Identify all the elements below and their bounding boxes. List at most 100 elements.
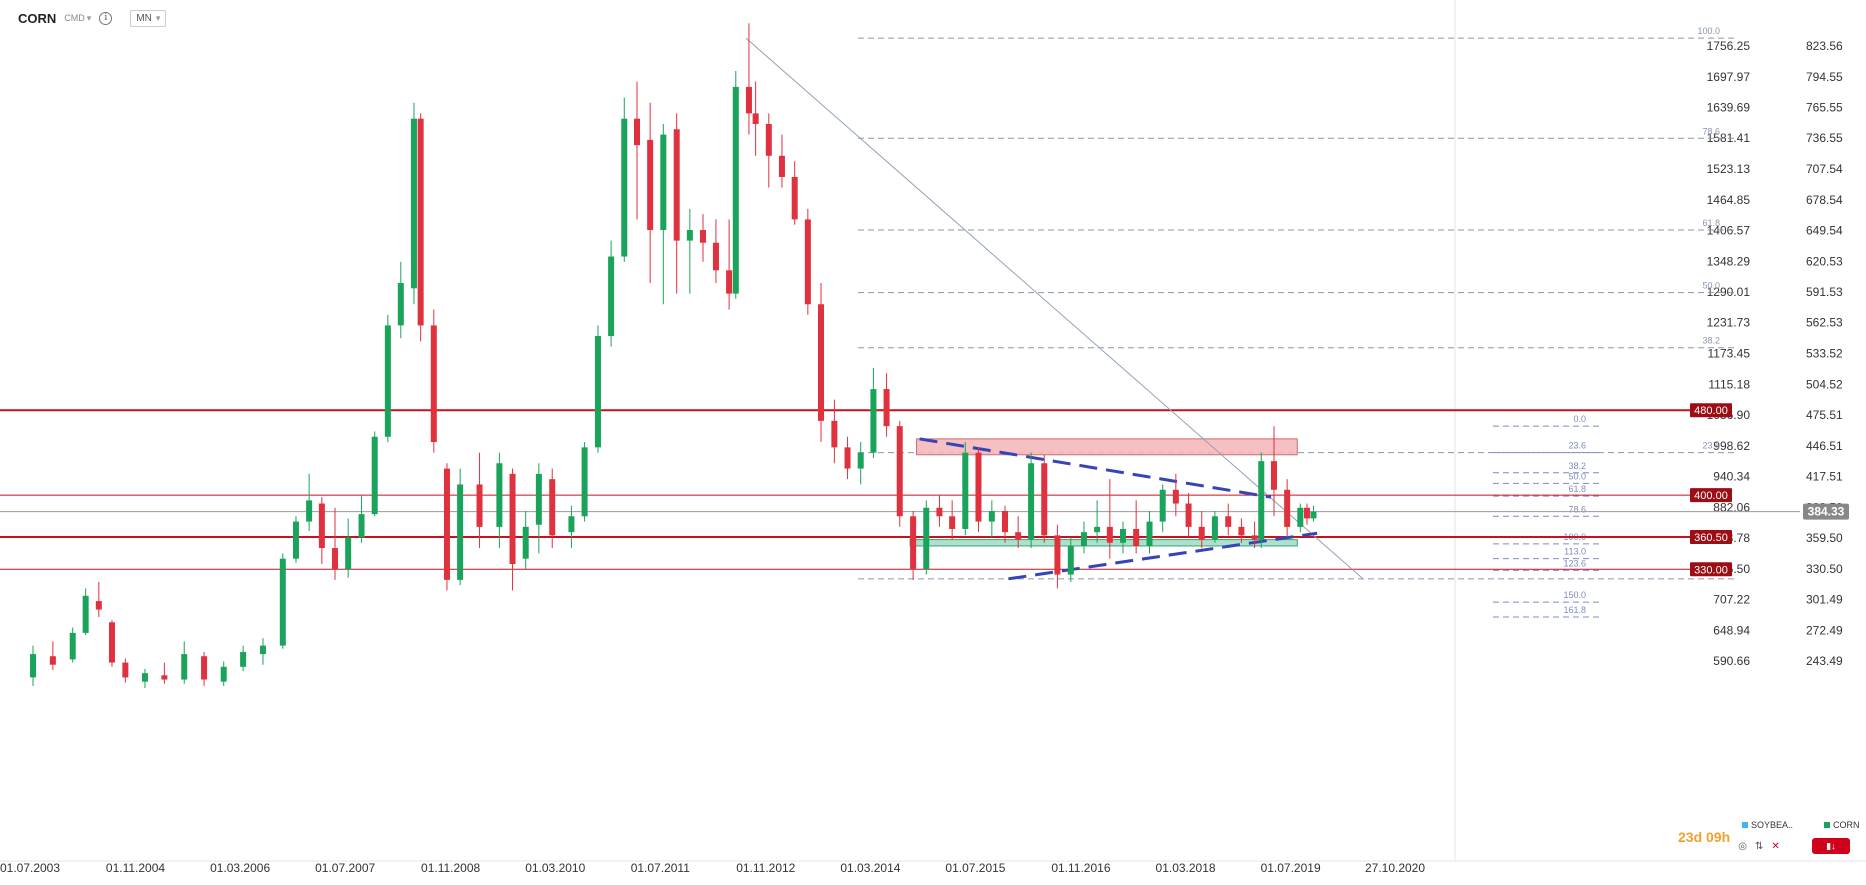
candle-body-down	[201, 656, 208, 680]
price-axis-label-right: 272.49	[1806, 623, 1843, 637]
candle-body-up	[522, 526, 529, 559]
legend-item-soybean[interactable]: SOYBEA..	[1742, 820, 1793, 830]
candle-body-up	[457, 484, 464, 580]
candle-body-down	[318, 503, 325, 549]
instrument-type-label: CMD	[64, 13, 85, 23]
price-axis-label-left: 1115.18	[1708, 377, 1750, 391]
level-badge	[1690, 562, 1732, 577]
level-badge-label: 400.00	[1694, 490, 1728, 502]
candle-body-down	[634, 118, 641, 146]
candle-body-down	[1172, 489, 1179, 504]
current-price-badge	[1803, 503, 1849, 520]
price-axis-label-left: 1639.69	[1707, 101, 1751, 115]
price-axis-label-left: 590.66	[1713, 654, 1750, 668]
price-axis-label-left: 882.06	[1713, 500, 1750, 514]
candle-body-up	[923, 507, 930, 570]
price-axis-label-right: 707.54	[1806, 162, 1843, 176]
time-axis-label: 01.11.2004	[106, 861, 165, 875]
candle-body-up	[220, 666, 227, 682]
chart-legend: SOYBEA.. CORN ◎ ⇅ ✕ ▮↓	[1730, 820, 1866, 860]
series-options-button[interactable]: ▮↓	[1812, 838, 1850, 854]
fib-level-label: 23.6	[1702, 441, 1720, 451]
price-axis-label-right: 330.50	[1806, 562, 1843, 576]
candle-body-up	[69, 632, 76, 660]
candle-body-down	[1002, 510, 1008, 533]
candle-body-down	[910, 516, 917, 570]
candle-body-down	[1198, 526, 1205, 540]
dashed-trendline	[1008, 531, 1318, 581]
candle-body-up	[181, 654, 188, 680]
legend-item-corn[interactable]: CORN	[1824, 820, 1860, 830]
time-axis-label: 01.11.2016	[1051, 861, 1110, 875]
price-axis-label-left: 1231.73	[1707, 316, 1751, 330]
candle-body-up	[1080, 532, 1087, 546]
price-axis-label-right: 562.53	[1806, 316, 1843, 330]
price-axis-label-right: 765.55	[1806, 101, 1843, 115]
candle-body-down	[949, 516, 956, 529]
candle-body-up	[1067, 545, 1074, 575]
caret-down-icon: ▾	[86, 12, 92, 23]
candle-body-up	[594, 336, 601, 448]
candle-body-up	[1211, 516, 1218, 540]
candle-body-up	[732, 86, 739, 294]
candle-body-down	[896, 426, 903, 517]
time-axis-label: 27.10.2020	[1365, 861, 1425, 875]
price-axis-label-right: 736.55	[1806, 131, 1843, 145]
close-icon[interactable]: ✕	[1771, 840, 1780, 852]
candle-body-down	[1041, 463, 1048, 536]
candle-body-up	[82, 595, 89, 633]
legend-swatch	[1824, 822, 1830, 828]
price-axis-label-right: 359.50	[1806, 531, 1843, 545]
candle-body-up	[1258, 461, 1265, 540]
legend-label: SOYBEA..	[1751, 820, 1794, 830]
time-axis-label: 01.11.2012	[736, 861, 795, 875]
candle-body-up	[581, 447, 588, 517]
candle-body-up	[1028, 463, 1035, 540]
candle-body-down	[745, 86, 752, 114]
legend-controls: ◎ ⇅ ✕	[1730, 838, 1788, 854]
candle-body-down	[831, 420, 838, 448]
candle-body-down	[700, 230, 707, 243]
candle-body-up	[962, 452, 969, 529]
candle-body-down	[430, 325, 437, 443]
fib-level-label: 100.0	[1697, 26, 1720, 36]
candle-body-up	[1094, 526, 1101, 533]
candle-body-down	[1185, 503, 1192, 527]
time-axis-label: 01.07.2003	[0, 861, 60, 875]
fib-ext-label: 23.6	[1568, 441, 1586, 451]
candle-body-down	[1238, 526, 1245, 536]
time-axis-label: 01.03.2006	[210, 861, 270, 875]
level-badge-label: 330.00	[1694, 564, 1728, 576]
fib-ext-label: 0.0	[1573, 414, 1586, 424]
candle-body-down	[818, 304, 825, 421]
candle-body-up	[1146, 521, 1153, 546]
level-badge	[1690, 403, 1732, 418]
price-axis-label-right: 504.52	[1806, 377, 1843, 391]
eye-icon[interactable]: ◎	[1738, 840, 1747, 852]
candle-body-down	[765, 123, 772, 156]
fib-level-label: 50.0	[1702, 281, 1720, 291]
fib-level-label: 78.6	[1702, 126, 1720, 136]
candle-body-up	[345, 537, 352, 570]
symbol-label[interactable]: CORN	[18, 10, 57, 26]
fib-level-label: 38.2	[1702, 336, 1720, 346]
candle-body-up	[397, 283, 404, 326]
timeframe-select[interactable]: MN ▾	[130, 9, 167, 27]
reorder-icon[interactable]: ⇅	[1754, 840, 1764, 852]
candles-icon: ▮↓	[1826, 840, 1836, 851]
price-axis-label-right: 620.53	[1806, 254, 1843, 268]
candle-body-up	[279, 558, 286, 646]
instrument-type[interactable]: CMD ▾	[64, 13, 91, 24]
candle-body-up	[988, 510, 995, 522]
candle-body-down	[726, 270, 733, 294]
candle-body-up	[259, 645, 266, 655]
price-axis-label-right: 649.54	[1806, 223, 1843, 237]
caret-down-icon: ▾	[155, 12, 161, 23]
info-icon[interactable]: i	[99, 11, 113, 25]
candle-body-down	[778, 155, 785, 178]
candle-body-up	[1310, 511, 1317, 519]
price-axis-label-right: 446.51	[1806, 439, 1843, 453]
candle-body-down	[443, 468, 450, 580]
candle-body-down	[673, 129, 680, 241]
